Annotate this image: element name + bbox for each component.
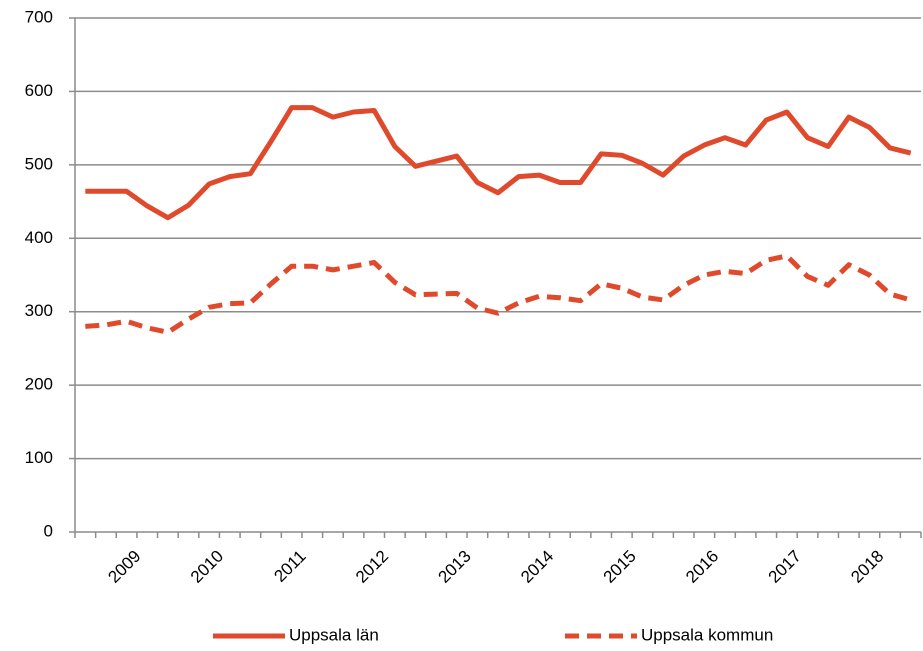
y-tick-label: 200	[25, 375, 53, 394]
y-tick-label: 100	[25, 448, 53, 467]
y-tick-label: 400	[25, 228, 53, 247]
series-line	[85, 105, 912, 221]
x-tick-label: 2011	[270, 547, 309, 586]
x-tick-label: 2013	[435, 547, 475, 587]
y-tick-label: 0	[44, 521, 53, 540]
x-tick-label: 2014	[517, 547, 557, 587]
y-tick-label: 500	[25, 154, 53, 173]
x-tick-label: 2010	[187, 547, 227, 587]
series-line	[85, 253, 912, 335]
y-tick-label: 700	[25, 7, 53, 26]
y-tick-label: 600	[25, 81, 53, 100]
x-tick-label: 2016	[682, 547, 722, 587]
x-tick-label: 2009	[104, 547, 144, 587]
legend-label: Uppsala kommun	[641, 625, 773, 644]
x-tick-label: 2017	[765, 547, 805, 587]
y-tick-label: 300	[25, 301, 53, 320]
x-tick-label: 2012	[352, 547, 392, 587]
x-tick-label: 2015	[600, 547, 640, 587]
legend-label: Uppsala län	[289, 625, 379, 644]
x-tick-label: 2018	[847, 547, 887, 587]
